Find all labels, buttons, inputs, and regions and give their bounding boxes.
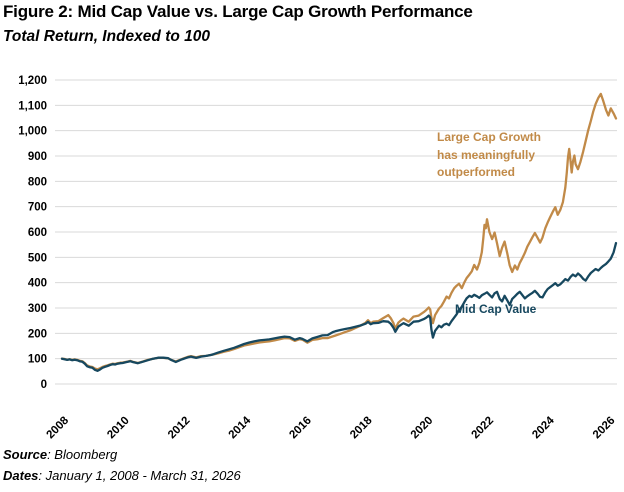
x-tick-label: 2010: [105, 415, 132, 442]
y-tick-label: 700: [28, 202, 47, 214]
y-tick-label: 400: [28, 278, 47, 290]
figure-subtitle: Total Return, Indexed to 100: [3, 28, 210, 45]
x-tick-label: 2020: [409, 415, 436, 442]
y-tick-label: 1,100: [18, 100, 47, 112]
source-note: Source: Bloomberg: [3, 447, 117, 462]
annotation-line: Mid Cap Value: [455, 302, 537, 316]
series-line-mid-cap-value: [60, 241, 618, 372]
y-tick-label: 900: [28, 151, 47, 163]
dates-value: : January 1, 2008 - March 31, 2026: [38, 468, 241, 483]
annotation-line: has meaningfully: [437, 147, 536, 162]
y-tick-label: 500: [28, 252, 47, 264]
mid-cap-value-annotation: Mid Cap Value: [455, 301, 536, 319]
x-tick-label: 2014: [227, 414, 254, 441]
x-tick-label: 2018: [348, 414, 375, 441]
dates-note: Dates: January 1, 2008 - March 31, 2026: [3, 468, 241, 483]
x-tick-label: 2026: [591, 415, 618, 442]
x-tick-label: 2022: [470, 415, 497, 442]
y-tick-label: 800: [28, 176, 47, 188]
x-tick-label: 2012: [166, 415, 193, 442]
source-label: Source: [3, 447, 48, 462]
y-tick-label: 200: [28, 328, 47, 340]
annotation-line: Large Cap Growth: [437, 130, 542, 144]
figure-title: Figure 2: Mid Cap Value vs. Large Cap Gr…: [3, 2, 473, 21]
large-cap-growth-annotation: Large Cap Growth has meaningfully outper…: [437, 129, 541, 182]
y-tick-label: 300: [28, 303, 47, 315]
y-tick-label: 0: [41, 379, 47, 391]
dates-label: Dates: [3, 468, 39, 483]
x-tick-label: 2008: [45, 414, 72, 441]
x-tick-label: 2016: [287, 415, 314, 442]
source-value: : Bloomberg: [47, 447, 118, 462]
y-tick-label: 1,200: [18, 75, 47, 87]
annotation-line: outperformed: [437, 165, 515, 179]
y-tick-label: 1,000: [18, 126, 47, 138]
x-tick-label: 2024: [530, 414, 557, 441]
y-tick-label: 600: [28, 227, 47, 239]
y-tick-label: 100: [28, 354, 47, 366]
